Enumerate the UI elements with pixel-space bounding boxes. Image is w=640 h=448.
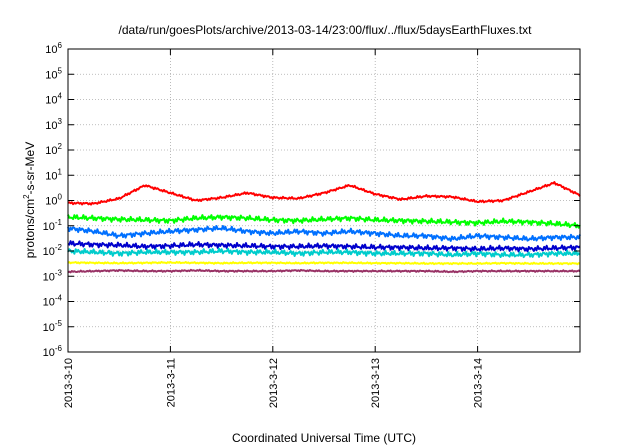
series-line [67, 225, 581, 242]
y-axis-label: protons/cm2-s-sr-MeV [22, 142, 37, 258]
y-tick-exp: 5 [58, 66, 63, 75]
y-tick-label: 100 [45, 193, 62, 208]
y-tick-label: 103 [45, 117, 62, 132]
tick-marks [67, 48, 580, 353]
x-tick-label: 2013-3-11 [165, 358, 177, 407]
y-tick-exp: 6 [58, 41, 63, 50]
y-tick-label: 10-5 [43, 319, 63, 334]
x-tick-label: 2013-3-10 [63, 358, 75, 408]
y-tick-base: 10 [43, 221, 55, 233]
y-tick-exp: -3 [55, 268, 63, 277]
x-tick-label: 2013-3-13 [370, 358, 382, 408]
y-tick-exp: -5 [55, 319, 63, 328]
y-tick-label: 10-6 [43, 344, 63, 359]
y-tick-exp: -6 [55, 344, 63, 353]
series-line [67, 181, 581, 206]
y-tick-labels: 10-610-510-410-310-210-11001011021031041… [43, 41, 63, 359]
y-tick-exp: -2 [55, 243, 63, 252]
y-tick-label: 10-4 [43, 294, 63, 309]
y-tick-base: 10 [45, 170, 57, 182]
y-tick-label: 105 [45, 66, 62, 81]
x-tick-label: 2013-3-14 [473, 358, 485, 408]
x-tick-label: 2013-3-12 [268, 358, 280, 408]
series-line [67, 240, 581, 253]
y-tick-label: 102 [45, 142, 62, 157]
y-tick-label: 10-3 [43, 268, 63, 283]
y-tick-exp: -1 [55, 218, 63, 227]
y-tick-base: 10 [43, 322, 55, 334]
y-tick-label: 10-1 [43, 218, 63, 233]
series-line [67, 268, 581, 274]
x-axis-label: Coordinated Universal Time (UTC) [232, 431, 416, 445]
y-tick-base: 10 [43, 297, 55, 309]
y-tick-exp: 4 [58, 92, 63, 101]
y-tick-base: 10 [45, 95, 57, 107]
y-tick-label: 10-2 [43, 243, 63, 258]
y-tick-base: 10 [43, 271, 55, 283]
y-tick-base: 10 [43, 347, 55, 359]
series-group [67, 181, 581, 274]
x-tick-labels: 2013-3-10 2013-3-11 2013-3-12 2013-3-13 2013… [63, 358, 485, 408]
y-tick-exp: 3 [58, 117, 63, 126]
y-tick-base: 10 [45, 145, 57, 157]
y-tick-label: 101 [45, 167, 62, 182]
y-tick-base: 10 [45, 120, 57, 132]
y-tick-exp: 1 [58, 167, 63, 176]
y-tick-exp: -4 [55, 294, 63, 303]
y-tick-base: 10 [45, 44, 57, 56]
series-line [67, 247, 581, 259]
y-tick-base: 10 [45, 196, 57, 208]
y-tick-exp: 0 [58, 193, 63, 202]
chart-title: /data/run/goesPlots/archive/2013-03-14/2… [119, 23, 533, 37]
y-tick-base: 10 [45, 69, 57, 81]
y-tick-exp: 2 [58, 142, 63, 151]
y-tick-label: 106 [45, 41, 62, 56]
series-line [67, 260, 581, 266]
y-tick-label: 104 [45, 92, 62, 107]
series-line [67, 214, 581, 229]
y-tick-base: 10 [43, 246, 55, 258]
